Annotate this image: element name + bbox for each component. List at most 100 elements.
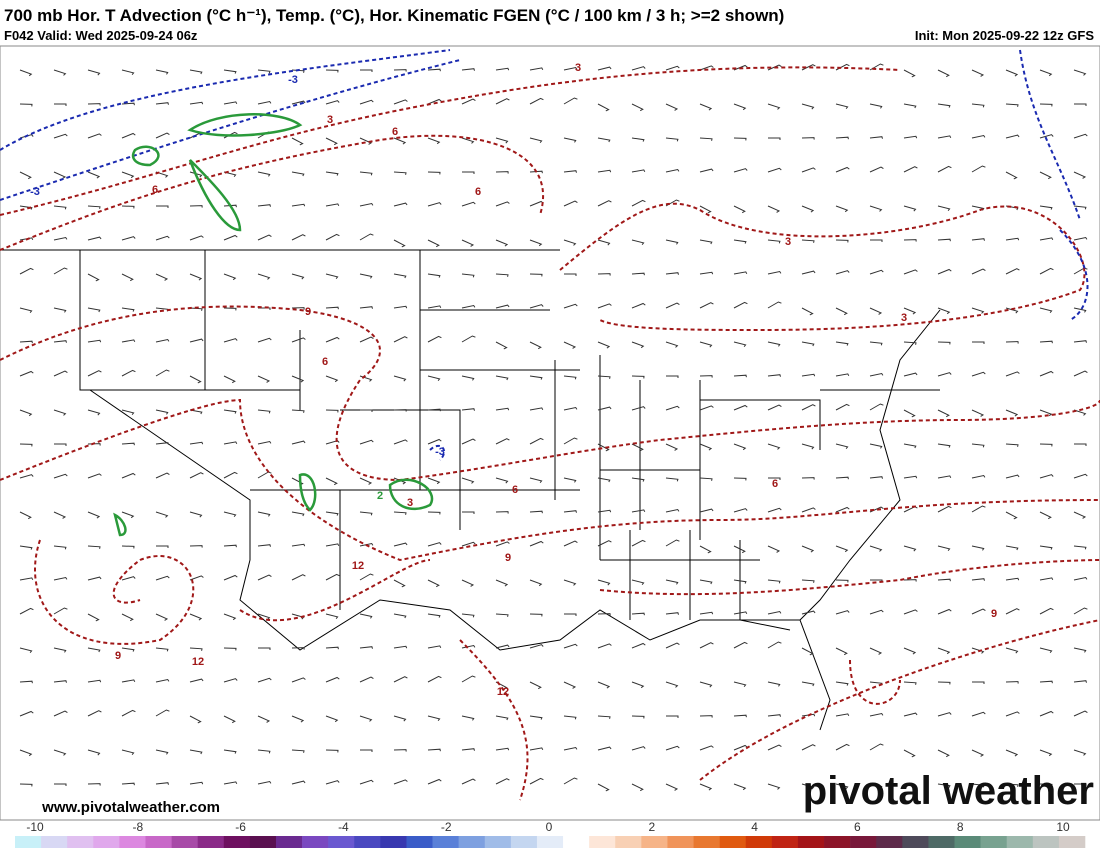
colorbar-cell bbox=[589, 836, 616, 848]
barb bbox=[801, 744, 816, 751]
barb bbox=[189, 205, 203, 208]
colorbar-cell bbox=[197, 836, 225, 848]
barb bbox=[971, 711, 986, 717]
barb bbox=[597, 239, 611, 246]
barb bbox=[189, 678, 204, 683]
barb bbox=[359, 542, 374, 547]
barb bbox=[19, 267, 34, 275]
barb bbox=[461, 613, 475, 618]
barb bbox=[971, 545, 985, 551]
barb bbox=[869, 712, 884, 717]
barb bbox=[563, 239, 577, 246]
barb bbox=[733, 271, 748, 275]
barb bbox=[393, 613, 407, 619]
barb bbox=[903, 409, 916, 418]
barb bbox=[359, 613, 373, 619]
barb bbox=[971, 443, 985, 448]
barb bbox=[767, 681, 781, 687]
barb bbox=[529, 239, 543, 247]
barb bbox=[1005, 474, 1020, 479]
barb bbox=[1005, 134, 1020, 139]
barb bbox=[53, 267, 68, 275]
barb bbox=[971, 69, 985, 77]
barb bbox=[767, 64, 782, 71]
barb bbox=[631, 746, 646, 751]
barb bbox=[971, 268, 986, 275]
barb bbox=[971, 165, 986, 173]
barb bbox=[495, 477, 509, 484]
barb bbox=[189, 409, 203, 415]
colorbar-cell bbox=[275, 836, 303, 848]
barb bbox=[87, 647, 101, 653]
barb bbox=[971, 783, 985, 788]
barb bbox=[87, 339, 102, 343]
barb bbox=[19, 443, 33, 447]
barb bbox=[801, 647, 814, 656]
barb bbox=[393, 305, 408, 309]
contour bbox=[113, 113, 434, 537]
barb bbox=[597, 746, 612, 751]
barb bbox=[563, 437, 578, 445]
barb bbox=[291, 511, 305, 517]
barb bbox=[631, 272, 645, 276]
barb bbox=[903, 69, 916, 78]
barb bbox=[1039, 511, 1052, 520]
barb bbox=[495, 171, 509, 174]
barb bbox=[495, 239, 509, 247]
barb bbox=[971, 505, 986, 513]
site-url: www.pivotalweather.com bbox=[41, 799, 220, 816]
barb bbox=[325, 306, 339, 310]
barb bbox=[359, 439, 374, 445]
barb bbox=[631, 579, 645, 586]
barb bbox=[156, 545, 169, 548]
barb bbox=[325, 273, 339, 280]
barb bbox=[563, 375, 577, 380]
barb bbox=[733, 681, 747, 688]
barb bbox=[563, 715, 577, 720]
barb bbox=[393, 239, 406, 248]
barb bbox=[53, 205, 67, 210]
barb bbox=[835, 103, 849, 110]
barb bbox=[393, 409, 407, 412]
barb bbox=[393, 511, 407, 515]
barb bbox=[835, 136, 849, 140]
barb bbox=[257, 749, 271, 754]
barb bbox=[801, 239, 815, 243]
barb bbox=[1039, 409, 1053, 417]
barb bbox=[767, 374, 781, 377]
barb bbox=[189, 235, 204, 241]
barb bbox=[495, 541, 510, 547]
colorbar-tick-label: -4 bbox=[338, 820, 349, 834]
barb bbox=[529, 304, 544, 309]
barb bbox=[597, 783, 610, 792]
barb bbox=[563, 66, 578, 71]
barb bbox=[903, 205, 917, 212]
barb bbox=[597, 200, 612, 207]
barb bbox=[1039, 134, 1054, 139]
barb bbox=[903, 749, 916, 758]
barb bbox=[257, 613, 271, 620]
barb bbox=[699, 477, 713, 481]
barb bbox=[801, 373, 816, 377]
barb bbox=[223, 647, 237, 651]
barb bbox=[325, 336, 340, 343]
barb bbox=[461, 304, 476, 309]
barb bbox=[291, 203, 306, 207]
barb bbox=[462, 511, 475, 514]
barb bbox=[903, 579, 917, 582]
barb bbox=[1039, 783, 1053, 787]
barb bbox=[155, 409, 169, 415]
barb bbox=[462, 171, 475, 174]
barb bbox=[529, 273, 543, 277]
barb bbox=[189, 715, 202, 724]
barb bbox=[359, 676, 374, 683]
barb bbox=[121, 409, 135, 416]
barb bbox=[258, 307, 271, 310]
barb bbox=[53, 710, 68, 717]
barb bbox=[325, 233, 340, 241]
barb bbox=[393, 715, 407, 722]
contour-label: 6 bbox=[322, 356, 328, 368]
barb bbox=[937, 341, 951, 345]
barb bbox=[495, 644, 510, 649]
